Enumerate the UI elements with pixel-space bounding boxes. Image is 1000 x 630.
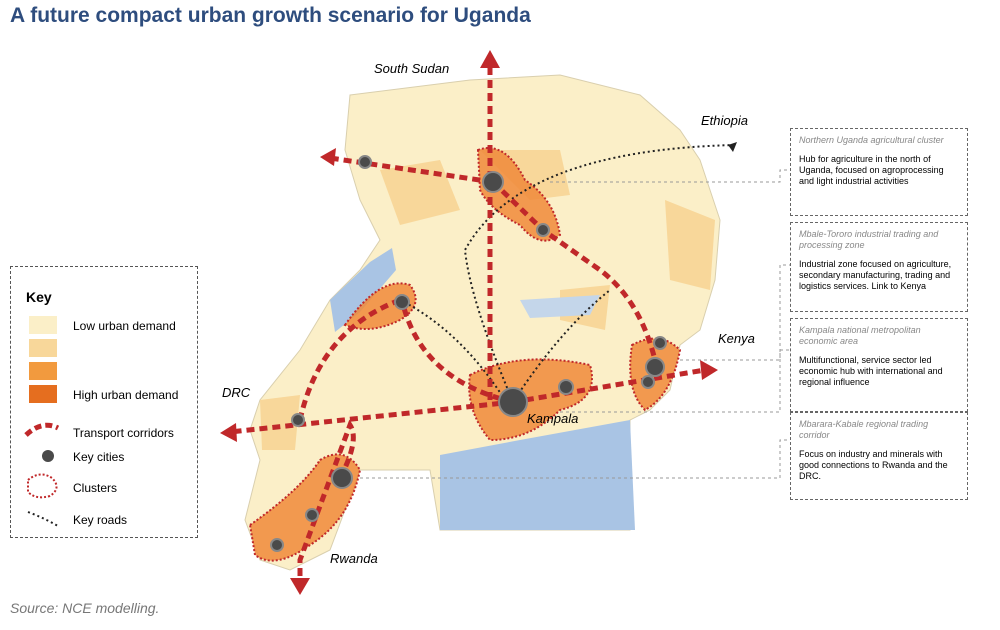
label-kampala: Kampala [527, 411, 578, 426]
key-item: Key cities [73, 450, 125, 464]
lake-victoria [440, 420, 635, 530]
lake-kyoga [520, 295, 600, 318]
key-item: High urban demand [73, 388, 179, 402]
callout-heading: Mbale-Tororo industrial trading and proc… [799, 229, 939, 250]
leader-lines [360, 169, 790, 479]
callout: Northern Uganda agricultural cluster Hub… [790, 128, 968, 216]
arrowheads [220, 50, 718, 595]
callout: Mbarara-Kabale regional trading corridor… [790, 412, 968, 500]
callout-body: Industrial zone focused on agriculture, … [799, 259, 952, 291]
callout-body: Focus on industry and minerals with good… [799, 449, 948, 481]
label-drc: DRC [222, 385, 251, 400]
key: Key Low urban demand High urban demand T… [10, 266, 198, 538]
road-arrow [728, 142, 737, 152]
callout-body: Hub for agriculture in the north of Ugan… [799, 154, 944, 186]
callout: Kampala national metropolitan economic a… [790, 318, 968, 412]
key-title: Key [26, 289, 52, 305]
key-cities [270, 155, 667, 552]
key-item: Low urban demand [73, 319, 176, 333]
label-rwanda: Rwanda [330, 551, 378, 566]
title: A future compact urban growth scenario f… [10, 4, 531, 27]
key-item: Transport corridors [73, 426, 174, 440]
key-roads [399, 144, 736, 403]
callout: Mbale-Tororo industrial trading and proc… [790, 222, 968, 312]
label-ethiopia: Ethiopia [701, 113, 748, 128]
label-south-sudan: South Sudan [374, 61, 449, 76]
callout-heading: Kampala national metropolitan economic a… [799, 325, 921, 346]
source: Source: NCE modelling. [10, 600, 160, 616]
key-item: Key roads [73, 513, 128, 527]
corridors [229, 60, 706, 585]
key-item: Clusters [73, 481, 118, 495]
callout-heading: Mbarara-Kabale regional trading corridor [799, 419, 929, 440]
lake-albert [330, 248, 396, 332]
label-kenya: Kenya [718, 331, 755, 346]
key-symbols [24, 316, 60, 527]
callout-heading: Northern Uganda agricultural cluster [799, 135, 944, 145]
callout-body: Multifunctional, service sector led econ… [799, 355, 943, 387]
